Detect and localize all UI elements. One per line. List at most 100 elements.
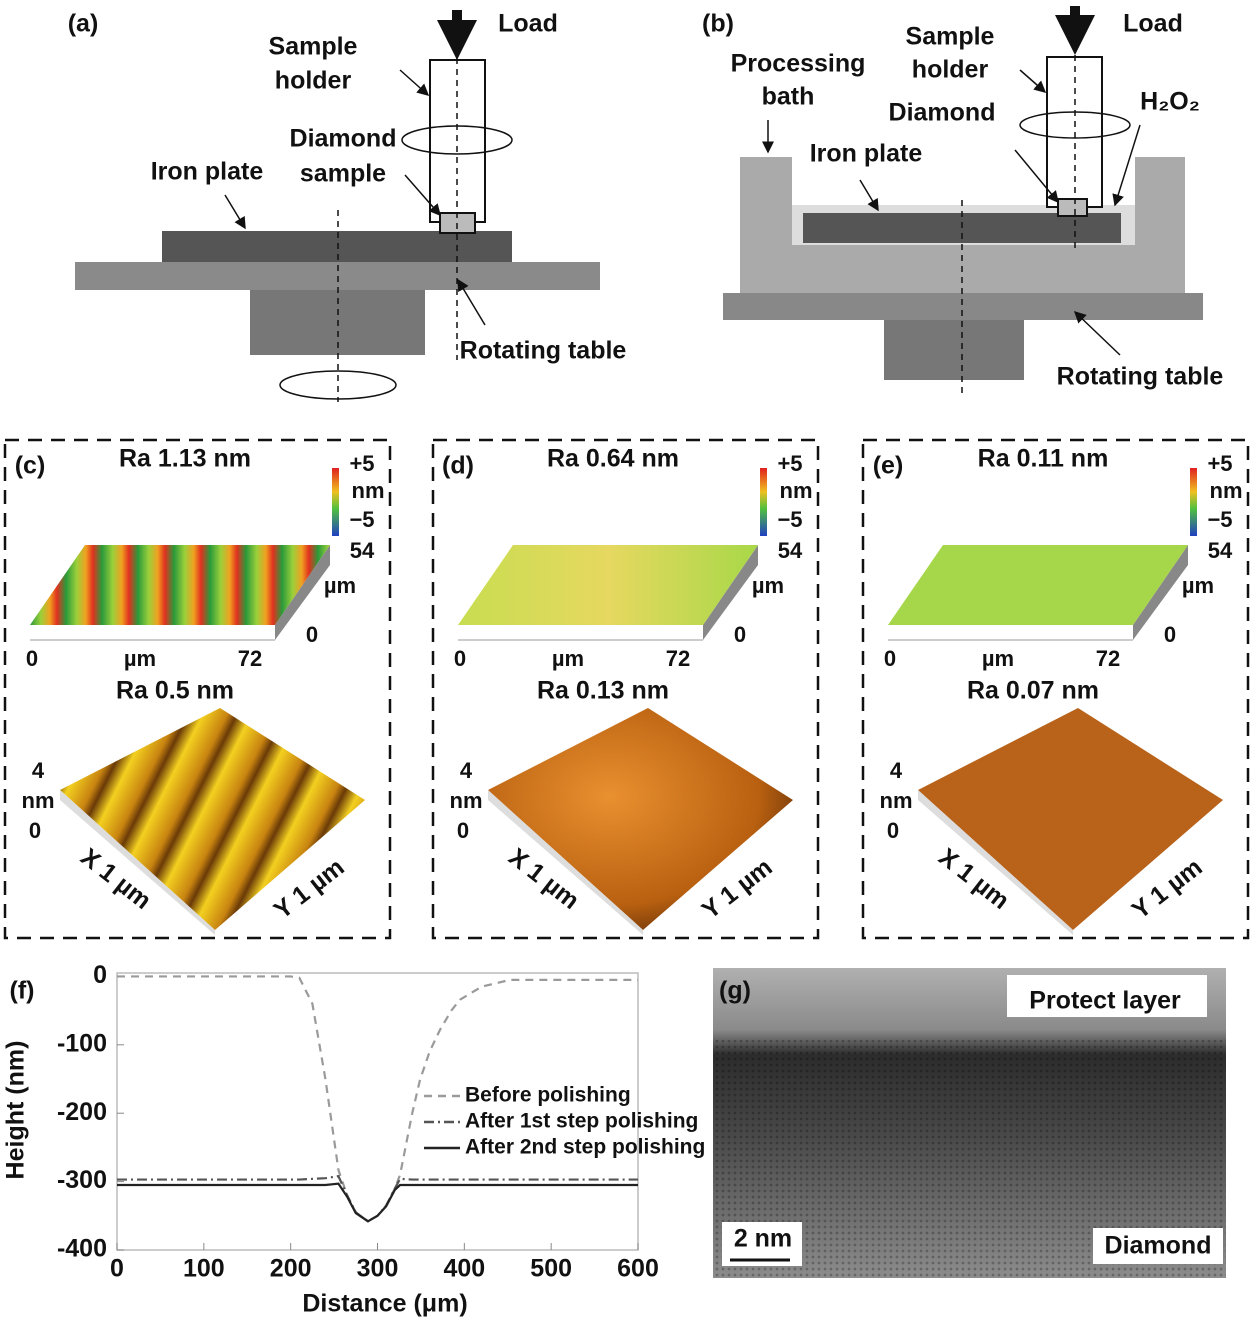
surface-title: Ra 0.64 nm [547,445,679,473]
z-axis-label: 54 [350,538,375,563]
pointer [1073,310,1121,356]
pointer [1112,124,1141,207]
y-tick-label: -400 [57,1235,107,1263]
label: Processing [731,50,866,78]
legend-label: After 2nd step polishing [465,1136,705,1159]
rotation [401,125,513,155]
surface-title: Ra 0.5 nm [116,677,234,705]
label: Diamond [889,99,996,127]
label: Protect layer [1029,987,1181,1015]
x-axis-label: 0 [884,646,896,671]
rotation [279,370,397,400]
panel-g: (g) Protect layer Diamond 2 nm [713,968,1226,1278]
afm-surface [488,708,793,930]
afm-side [918,790,1073,935]
x-axis-label: 0 [26,646,38,671]
diamond-sample [1057,198,1088,217]
panel-label: (f) [10,977,35,1005]
afm-surface [60,708,365,930]
label: Iron plate [151,158,264,186]
colorbar [760,468,767,536]
label: bath [762,83,815,111]
height-axis-label: 0 [887,818,899,843]
pointer [1014,149,1059,204]
height-profile-chart: (f) Height (nm) Distance (μm) 0 -100 -200 -… [2,961,706,1318]
x-tick-label: 400 [443,1255,485,1283]
surface-title: Ra 1.13 nm [119,445,251,473]
pointer [224,194,246,230]
z-axis-label: 0 [1164,622,1176,647]
pointer [399,69,430,96]
colorbar-label: +5 [349,451,374,476]
colorbar-label: nm [352,478,385,503]
z-axis-label: µm [752,573,784,598]
colorbar-label: −5 [777,507,802,532]
surface-title: Ra 0.13 nm [537,677,669,705]
height-axis-label: 4 [460,758,473,783]
table-base [884,320,1024,380]
afm-side [488,790,643,935]
series-line [117,1174,638,1223]
label: Load [1123,10,1183,38]
y-tick-label: -300 [57,1166,107,1194]
surface-side [1133,545,1188,640]
label: Rotating table [1057,363,1224,391]
x-tick-label: 0 [110,1255,124,1283]
panel-label: (d) [442,452,474,480]
rotation [1019,111,1131,139]
label: Iron plate [810,140,923,168]
z-axis-label: 0 [734,622,746,647]
label: Diamond [290,125,397,153]
height-axis-label: nm [450,788,483,813]
pointer [1019,69,1047,93]
z-axis-label: 54 [778,538,803,563]
height-axis-label: nm [880,788,913,813]
colorbar-label: +5 [1207,451,1232,476]
y-tick-label: -100 [57,1029,107,1057]
surface-title: Ra 0.07 nm [967,677,1099,705]
surface-top [888,545,1188,625]
colorbar-label: −5 [1207,507,1232,532]
afm-surface [918,708,1223,930]
surface-top [458,545,758,625]
x-tick-label: 100 [183,1255,225,1283]
label: Diamond [1105,1232,1212,1260]
surface-side [703,545,758,640]
panel-frame [861,438,1250,940]
panel-b: (b) Load Sample holder Processing bath D… [702,6,1223,395]
colorbar-label: +5 [777,451,802,476]
legend-label: Before polishing [465,1084,631,1107]
colorbar-label: −5 [349,507,374,532]
label-box [1093,1228,1223,1264]
surface-title: Ra 0.11 nm [978,445,1109,473]
label: Sample [269,33,358,61]
x-axis-label: µm [982,646,1014,671]
x-axis-label: 0 [454,646,466,671]
y-tick-label: -200 [57,1098,107,1126]
surface-top [30,545,330,625]
x-axis-label: 72 [1096,646,1120,671]
height-axis-label: 4 [32,758,45,783]
label: holder [912,56,989,84]
panel-label: (b) [702,10,734,38]
x-tick-label: 300 [357,1255,399,1283]
z-axis-label: 54 [1208,538,1233,563]
x-tick-label: 200 [270,1255,312,1283]
panel-frame [3,438,392,940]
surface-side [275,545,330,640]
x-axis-label: 72 [238,646,262,671]
height-axis-label: nm [22,788,55,813]
label: Load [498,10,558,38]
x-tick-label: 500 [530,1255,572,1283]
colorbar [332,468,339,536]
legend-label: After 1st step polishing [465,1110,698,1133]
series-line [117,975,638,1223]
iron-plate [162,231,512,262]
y-tick-label: 0 [93,961,107,989]
panel-label: (g) [719,977,751,1005]
height-axis-label: 4 [890,758,903,783]
